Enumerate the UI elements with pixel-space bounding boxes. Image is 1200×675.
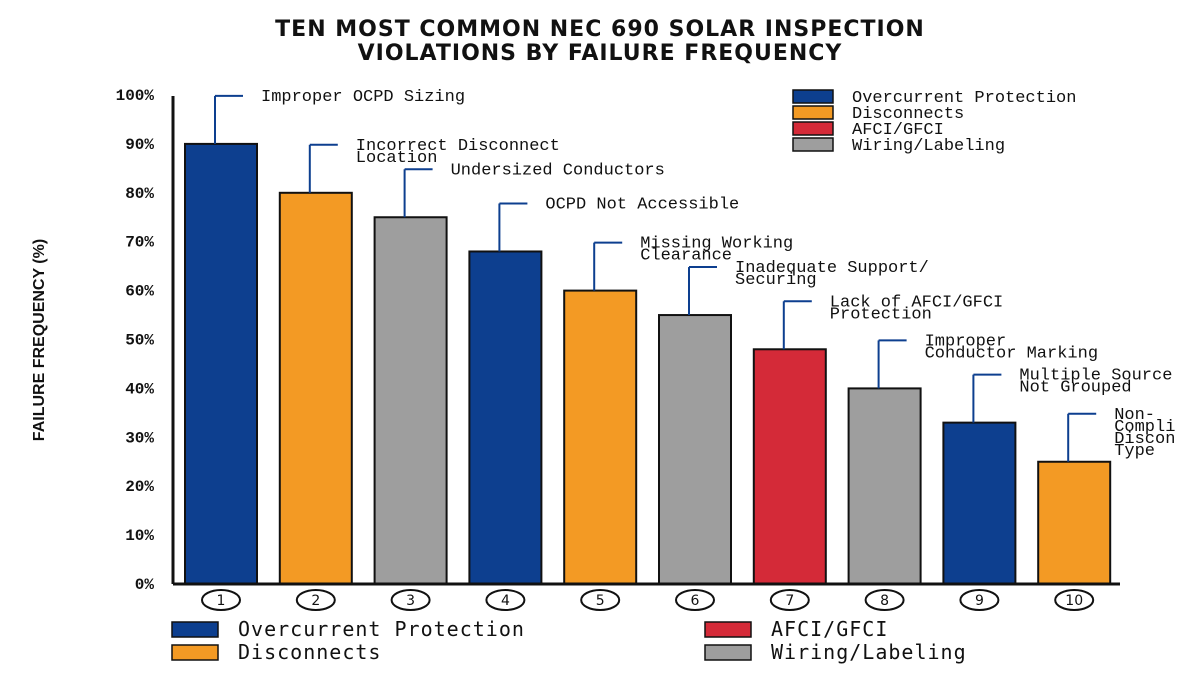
bar-annotation-9: Not Grouped (1019, 379, 1131, 398)
y-tick-label: 90% (125, 136, 154, 154)
bar-annotation-4: OCPD Not Accessible (545, 195, 739, 214)
legend-bottom-label: Disconnects (238, 640, 381, 664)
bar-8 (847, 387, 922, 585)
legend-top: Overcurrent ProtectionDisconnectsAFCI/GF… (792, 89, 1076, 156)
x-tick-label: 7 (785, 593, 794, 609)
category-circle-7 (769, 589, 810, 611)
y-tick-label: 40% (125, 380, 154, 398)
x-tick-label: 6 (691, 593, 700, 609)
category-circle-1 (201, 589, 241, 611)
category-circle-8 (864, 589, 905, 611)
bar-6 (658, 314, 732, 585)
x-tick-label: 5 (596, 593, 605, 609)
category-labels-layer: 1 2 3 4 5 6 7 8 9 10 (201, 589, 1095, 611)
bar-5 (563, 289, 638, 585)
legend-top-swatch-2 (792, 105, 834, 120)
bar-annotation-10: Type (1114, 442, 1155, 461)
x-tick-label: 10 (1065, 593, 1083, 609)
bar-annotation-5: Missing Working (640, 235, 793, 254)
bar-7 (752, 348, 827, 585)
x-tick-label: 8 (880, 593, 889, 609)
y-tick-label: 70% (125, 234, 154, 252)
legend-top-label: Wiring/Labeling (852, 137, 1005, 156)
category-circle-2 (295, 589, 336, 611)
bar-annotation-7: Protection (830, 305, 932, 324)
bar-annotation-2: Location (356, 149, 438, 168)
category-circle-6 (675, 589, 715, 611)
category-circle-10 (1054, 589, 1095, 611)
bar-9 (942, 421, 1017, 585)
x-tick-label: 2 (311, 593, 320, 609)
y-tick-label: 80% (125, 185, 154, 203)
bar-annotation-5: Clearance (640, 247, 732, 266)
x-tick-label: 1 (217, 593, 226, 609)
y-tick-label: 50% (125, 332, 154, 350)
legend-bottom-swatch-1 (171, 621, 219, 638)
bar-4 (468, 250, 543, 585)
category-circle-5 (580, 589, 621, 611)
axes-layer: 0% 10% 20% 30% 40% 50% 60% 70% 80% 90% 100% (116, 87, 1120, 594)
bar-annotation-6: Inadequate Support/ (735, 259, 929, 278)
bar-annotation-10: Compli (1114, 418, 1175, 437)
x-tick-label: 9 (975, 593, 984, 609)
legend-bottom-label: Overcurrent Protection (238, 617, 525, 641)
bar-annotation-10: Discon (1114, 430, 1175, 449)
bar-annotation-6: Securing (735, 271, 817, 290)
bar-annotation-1: Improper OCPD Sizing (261, 88, 465, 107)
y-tick-label: 10% (125, 527, 154, 545)
bar-annotation-3: Undersized Conductors (451, 161, 665, 180)
bar-annotation-8: Improper (925, 332, 1007, 351)
legend-bottom-swatch-3 (704, 621, 752, 638)
chart-title-line-1: TEN MOST COMMON NEC 690 SOLAR INSPECTION (275, 17, 925, 42)
bar-annotation-7: Lack of AFCI/GFCI (830, 293, 1003, 312)
x-tick-label: 4 (501, 593, 510, 609)
y-tick-label: 30% (125, 429, 154, 447)
legend-top-swatch-3 (792, 121, 834, 136)
x-tick-label: 3 (406, 593, 415, 609)
y-tick-label: 20% (125, 478, 154, 496)
category-circle-9 (959, 589, 1000, 611)
bars-layer (184, 142, 1112, 586)
category-circle-4 (485, 589, 526, 611)
legend-bottom-swatch-2 (171, 644, 219, 661)
legend-bottom-label: AFCI/GFCI (771, 617, 888, 641)
y-tick-label: 60% (125, 283, 154, 301)
bar-annotation-10: Non- (1114, 406, 1155, 425)
bar-10 (1037, 460, 1112, 585)
legend-top-label: AFCI/GFCI (852, 121, 944, 140)
legend-bottom-swatch-4 (704, 644, 752, 661)
legend-top-swatch-1 (792, 89, 834, 104)
legend-bottom-label: Wiring/Labeling (771, 640, 967, 664)
annotations-layer: Improper OCPD Sizing Incorrect Disconnect… (214, 88, 1175, 462)
y-tick-label: 0% (135, 576, 155, 594)
legend-top-label: Disconnects (852, 105, 964, 124)
bar-annotation-2: Incorrect Disconnect (356, 137, 560, 156)
bar-3 (373, 216, 448, 585)
bar-annotation-8: Conductor Marking (925, 344, 1098, 363)
bar-annotation-9: Multiple Source (1019, 367, 1172, 386)
legend-top-swatch-4 (792, 137, 834, 152)
bar-2 (278, 191, 353, 586)
chart-title-line-2: VIOLATIONS BY FAILURE FREQUENCY (358, 41, 843, 66)
bar-1 (184, 142, 258, 585)
legend-top-label: Overcurrent Protection (852, 89, 1076, 108)
y-tick-label: 100% (116, 87, 155, 105)
category-circle-3 (390, 589, 431, 611)
y-axis-label: FAILURE FREQUENCY (%) (31, 239, 48, 441)
